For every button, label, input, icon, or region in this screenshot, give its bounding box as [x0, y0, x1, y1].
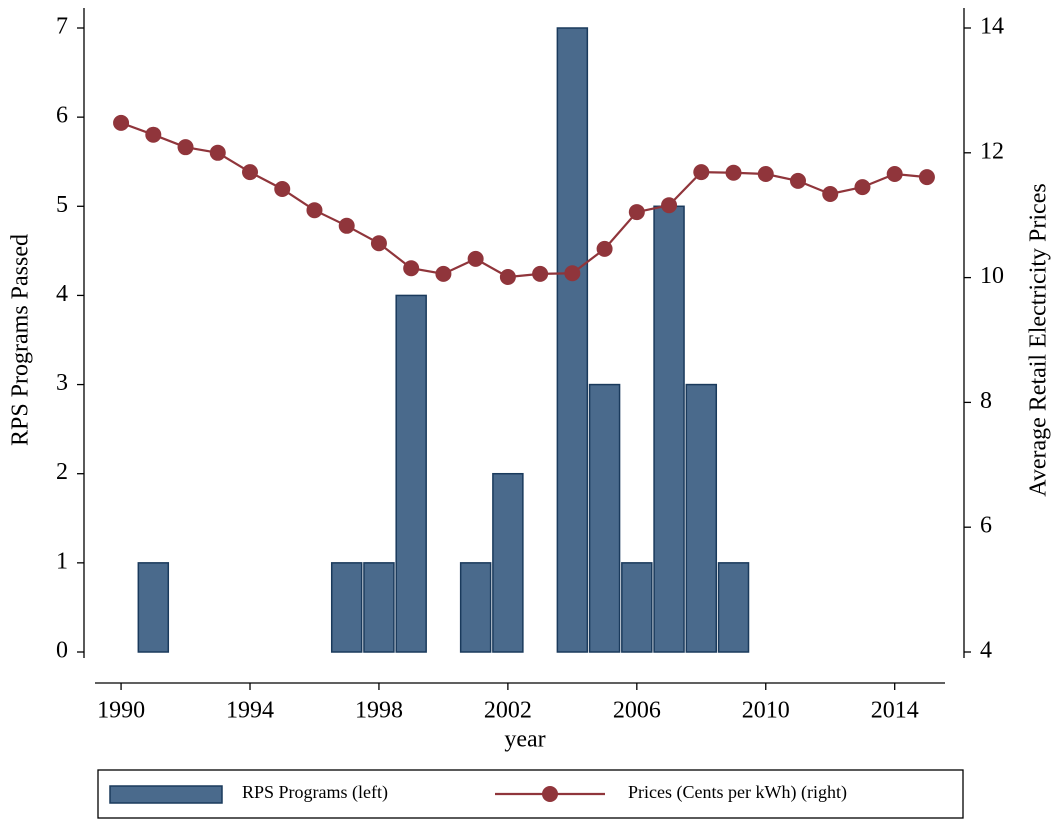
price-marker [338, 217, 355, 234]
bar [330, 562, 363, 653]
x-tick-label: 1990 [97, 698, 145, 724]
y2-tick-label: 8 [980, 388, 992, 414]
legend-swatch [109, 785, 223, 804]
price-marker [886, 166, 903, 183]
price-marker [918, 169, 935, 186]
x-tick-label: 2014 [871, 698, 919, 724]
price-marker [564, 265, 581, 282]
price-marker [628, 204, 645, 221]
bar [621, 562, 653, 653]
y-tick-label: 5 [56, 192, 68, 218]
x-tick-label: 2002 [484, 698, 532, 724]
price-marker [242, 164, 259, 181]
y-axis-title: RPS Programs Passed [8, 234, 34, 446]
y-tick-label: 6 [56, 103, 68, 129]
x-tick-label: 1998 [355, 698, 403, 724]
price-marker [403, 260, 420, 277]
price-marker [209, 144, 226, 161]
price-marker [113, 114, 130, 131]
bar [492, 472, 524, 653]
bar [717, 562, 750, 653]
y2-tick-label: 6 [980, 513, 992, 539]
price-marker [789, 172, 806, 189]
price-marker [145, 126, 162, 143]
x-axis-title: year [504, 727, 545, 753]
bar [363, 562, 395, 653]
y-tick-label: 3 [56, 370, 68, 396]
price-marker [854, 179, 871, 196]
price-marker [532, 265, 549, 282]
price-marker [274, 180, 291, 197]
bar [395, 294, 427, 653]
bar [588, 383, 621, 653]
bar [653, 205, 685, 653]
y2-tick-label: 10 [980, 263, 1004, 289]
price-marker [177, 139, 194, 156]
y-tick-label: 1 [56, 548, 68, 574]
price-marker [499, 268, 516, 285]
price-marker [435, 265, 452, 282]
bar [459, 562, 492, 653]
x-tick-label: 1994 [226, 698, 274, 724]
legend-label: Prices (Cents per kWh) (right) [628, 782, 847, 803]
y-tick-label: 0 [56, 638, 68, 664]
bar [556, 27, 589, 653]
x-tick-label: 2010 [742, 698, 790, 724]
price-marker [693, 164, 710, 181]
y-tick-label: 7 [56, 14, 68, 40]
bar [685, 383, 718, 653]
y-tick-label: 4 [56, 281, 68, 307]
bar [137, 562, 170, 653]
y-tick-label: 2 [56, 459, 68, 485]
y2-axis-title: Average Retail Electricity Prices [1026, 183, 1052, 496]
legend-box [97, 769, 964, 819]
legend-label: RPS Programs (left) [242, 782, 388, 803]
price-marker [725, 164, 742, 181]
price-marker [596, 240, 613, 257]
y2-tick-label: 4 [980, 638, 992, 664]
price-marker [467, 250, 484, 267]
price-marker [370, 235, 387, 252]
price-marker [757, 166, 774, 183]
price-marker [822, 185, 839, 202]
x-tick-label: 2006 [613, 698, 661, 724]
y2-tick-label: 12 [980, 138, 1004, 164]
legend-marker [542, 786, 558, 802]
y2-tick-label: 14 [980, 14, 1004, 40]
price-marker [661, 197, 678, 214]
price-marker [306, 202, 323, 219]
